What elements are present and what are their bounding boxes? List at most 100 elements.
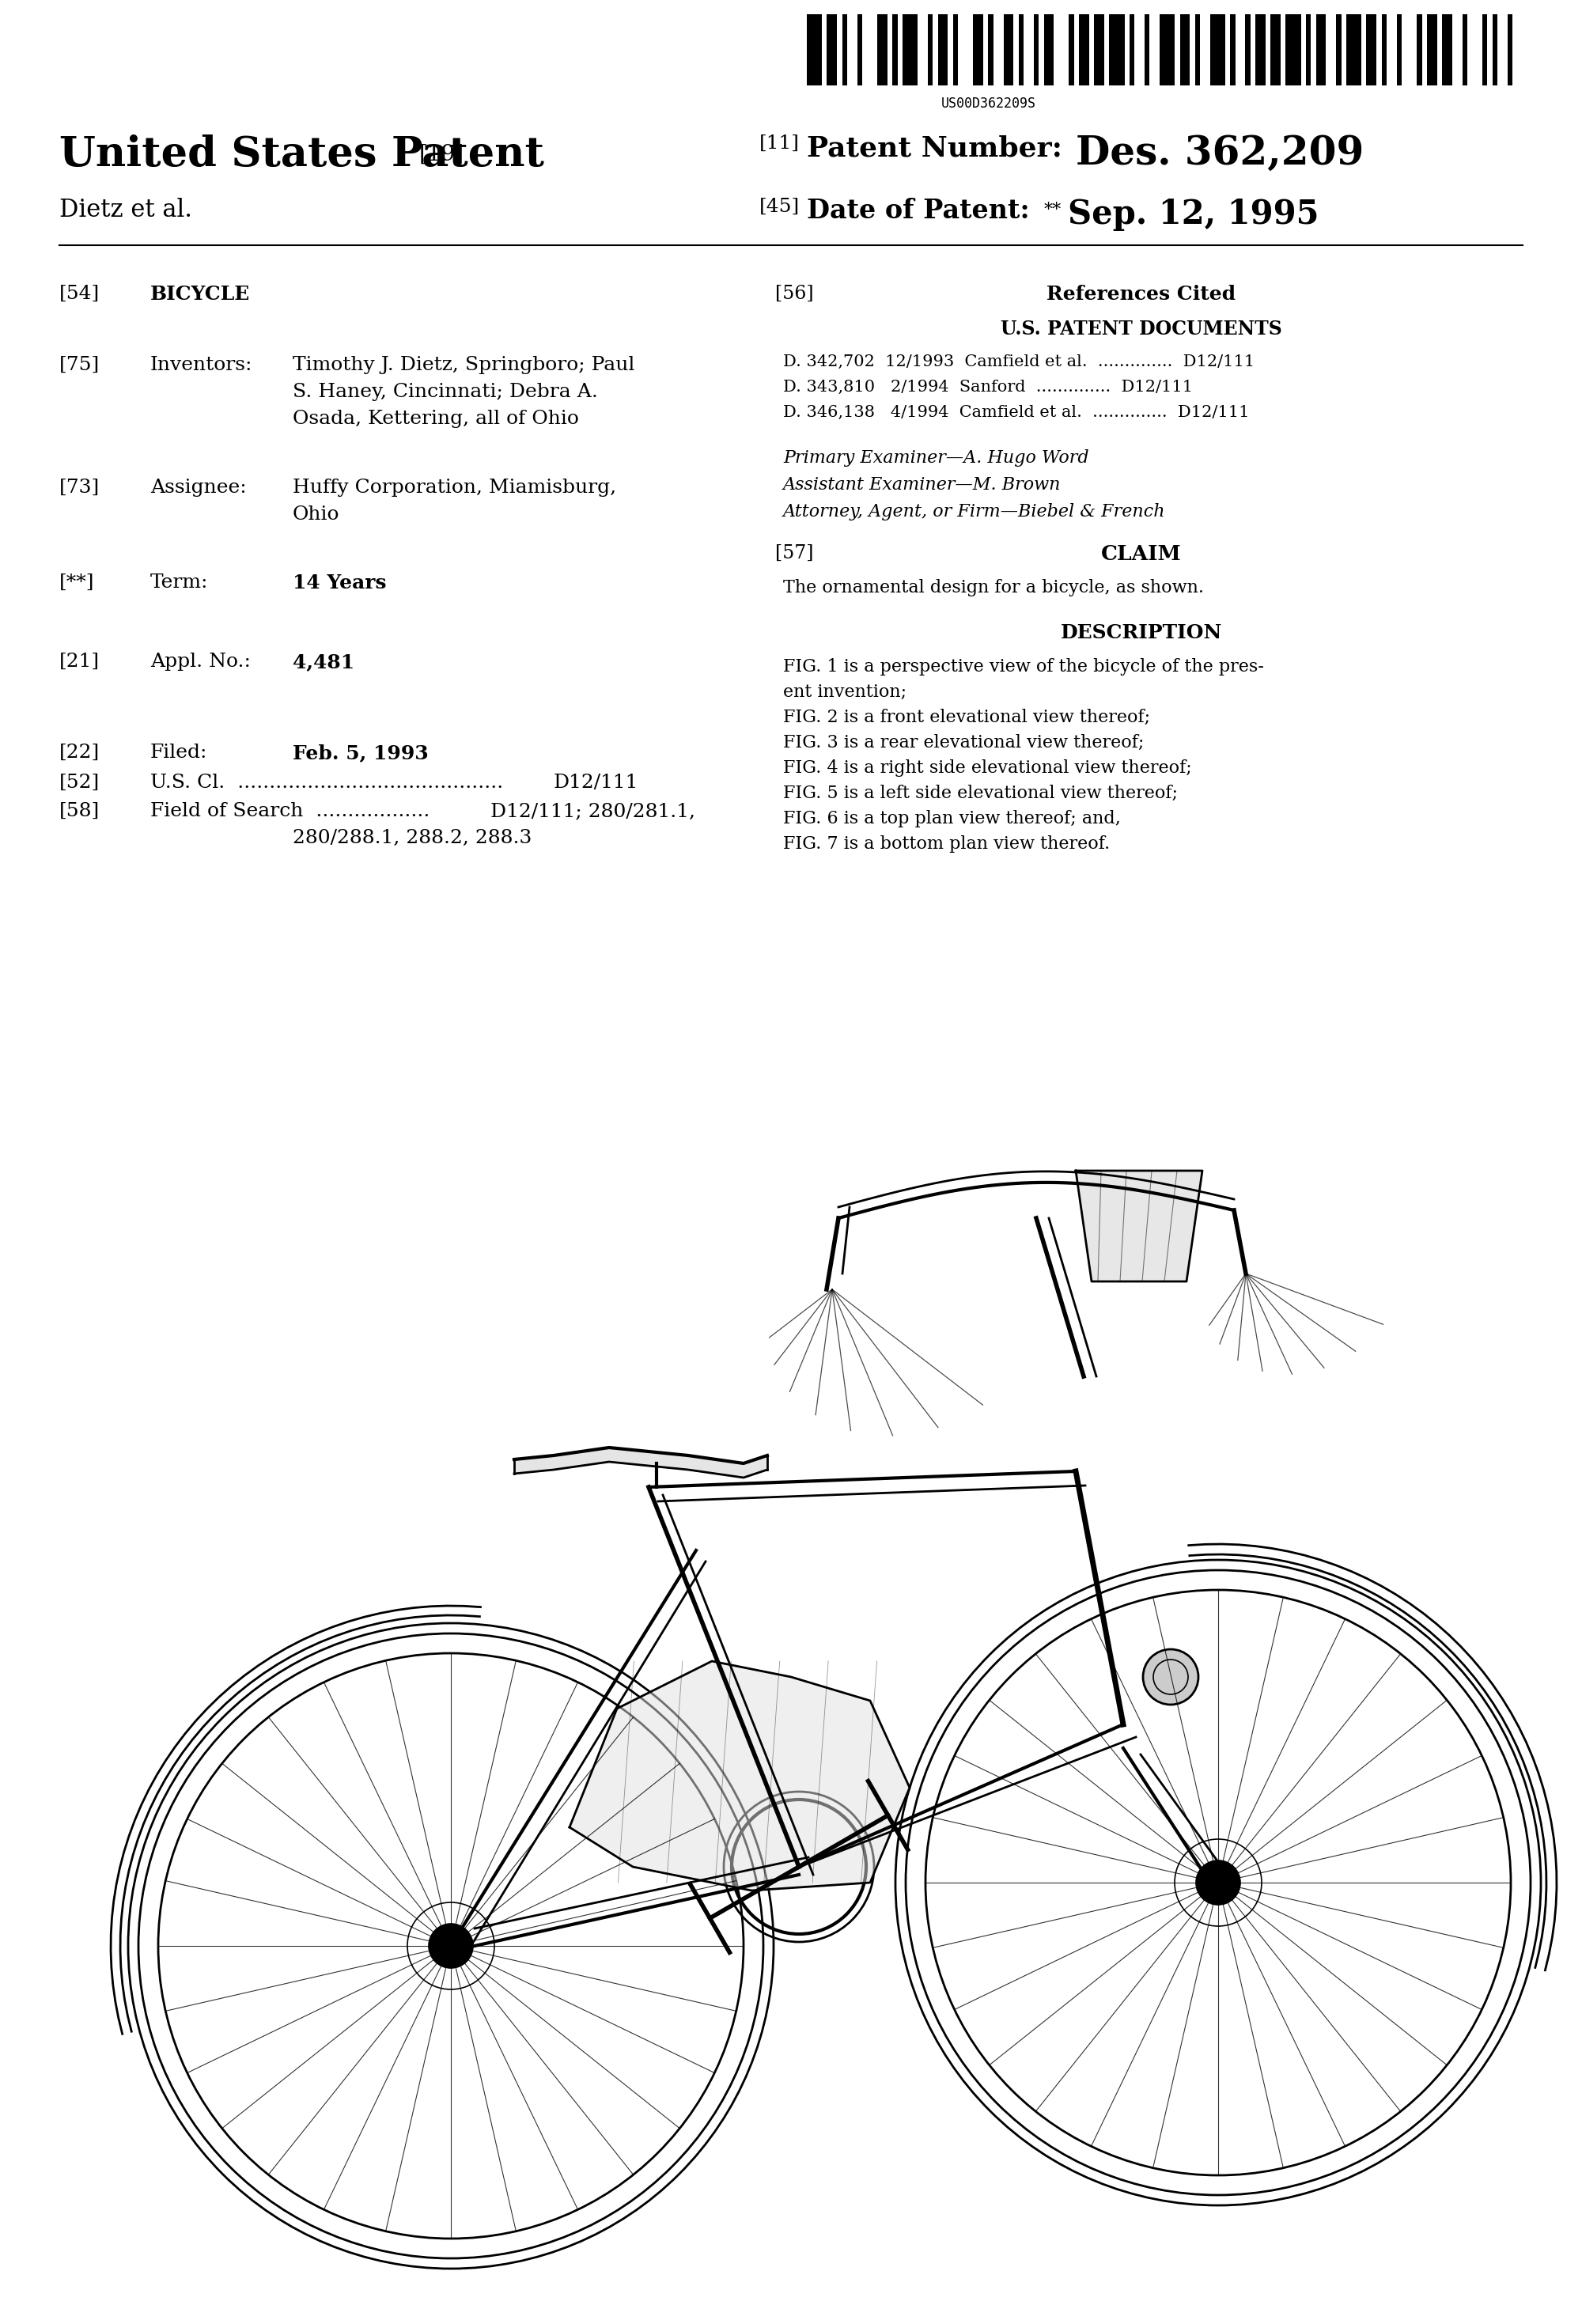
Text: Des. 362,209: Des. 362,209 — [1076, 135, 1364, 174]
Bar — [1130, 14, 1134, 86]
Text: D. 342,702  12/1993  Camfield et al.  ..............  D12/111: D. 342,702 12/1993 Camfield et al. .....… — [783, 353, 1255, 370]
Text: [56]: [56] — [775, 286, 813, 302]
Text: FIG. 2 is a front elevational view thereof;: FIG. 2 is a front elevational view there… — [783, 709, 1150, 725]
Bar — [807, 14, 823, 86]
Text: FIG. 1 is a perspective view of the bicycle of the pres-: FIG. 1 is a perspective view of the bicy… — [783, 658, 1264, 676]
Text: The ornamental design for a bicycle, as shown.: The ornamental design for a bicycle, as … — [783, 579, 1204, 597]
Bar — [1210, 14, 1224, 86]
Text: DESCRIPTION: DESCRIPTION — [1060, 623, 1221, 641]
Bar — [1508, 14, 1512, 86]
Bar — [1346, 14, 1362, 86]
Text: Filed:: Filed: — [150, 744, 207, 762]
Text: Dietz et al.: Dietz et al. — [60, 198, 193, 223]
Circle shape — [429, 1924, 473, 1968]
Text: 4,481: 4,481 — [293, 653, 354, 672]
Bar — [1482, 14, 1487, 86]
Text: BICYCLE: BICYCLE — [150, 286, 250, 304]
Text: [21]: [21] — [60, 653, 100, 672]
Bar — [842, 14, 846, 86]
Text: [54]: [54] — [60, 286, 100, 302]
Text: [57]: [57] — [775, 544, 813, 562]
Text: D12/111: D12/111 — [554, 774, 639, 792]
Text: Term:: Term: — [150, 574, 209, 593]
Text: 280/288.1, 288.2, 288.3: 280/288.1, 288.2, 288.3 — [293, 830, 532, 848]
Text: ent invention;: ent invention; — [783, 683, 906, 702]
Text: Ohio: Ohio — [293, 504, 340, 523]
Bar — [827, 14, 837, 86]
Text: References Cited: References Cited — [1046, 286, 1236, 304]
Bar — [1427, 14, 1436, 86]
Text: Date of Patent:: Date of Patent: — [807, 198, 1030, 223]
Bar — [1095, 14, 1104, 86]
Bar — [1245, 14, 1250, 86]
Text: U.S. Cl.  ..........................................: U.S. Cl. ...............................… — [150, 774, 503, 792]
Text: Appl. No.:: Appl. No.: — [150, 653, 250, 672]
Text: [52]: [52] — [60, 774, 100, 792]
Bar — [1109, 14, 1125, 86]
Text: Sep. 12, 1995: Sep. 12, 1995 — [1068, 198, 1319, 230]
Text: US00D362209S: US00D362209S — [941, 98, 1036, 112]
Text: **: ** — [1044, 202, 1062, 218]
Text: Feb. 5, 1993: Feb. 5, 1993 — [293, 744, 429, 762]
Bar — [1256, 14, 1266, 86]
Bar — [1194, 14, 1201, 86]
Bar — [1462, 14, 1467, 86]
Bar — [1316, 14, 1326, 86]
Bar — [1305, 14, 1311, 86]
Text: FIG. 7 is a bottom plan view thereof.: FIG. 7 is a bottom plan view thereof. — [783, 834, 1111, 853]
Bar — [1160, 14, 1175, 86]
Text: CLAIM: CLAIM — [1101, 544, 1182, 565]
Bar — [1079, 14, 1088, 86]
Bar — [1417, 14, 1422, 86]
Text: [19]: [19] — [419, 144, 465, 165]
Text: [11]: [11] — [759, 135, 800, 153]
Text: FIG. 3 is a rear elevational view thereof;: FIG. 3 is a rear elevational view thereo… — [783, 734, 1144, 751]
Text: [22]: [22] — [60, 744, 100, 762]
Text: FIG. 6 is a top plan view thereof; and,: FIG. 6 is a top plan view thereof; and, — [783, 811, 1120, 827]
Text: [75]: [75] — [60, 356, 100, 374]
Text: Assistant Examiner—M. Brown: Assistant Examiner—M. Brown — [783, 476, 1062, 493]
Text: Timothy J. Dietz, Springboro; Paul: Timothy J. Dietz, Springboro; Paul — [293, 356, 634, 374]
Text: FIG. 5 is a left side elevational view thereof;: FIG. 5 is a left side elevational view t… — [783, 786, 1177, 802]
Bar — [903, 14, 918, 86]
Text: D. 346,138   4/1994  Camfield et al.  ..............  D12/111: D. 346,138 4/1994 Camfield et al. ......… — [783, 404, 1250, 421]
Text: Assignee:: Assignee: — [150, 479, 247, 497]
Text: D12/111; 280/281.1,: D12/111; 280/281.1, — [490, 802, 696, 820]
Polygon shape — [570, 1662, 910, 1889]
Text: [**]: [**] — [60, 574, 95, 593]
Bar — [1337, 14, 1342, 86]
Bar — [1231, 14, 1236, 86]
Text: Field of Search  ..................: Field of Search .................. — [150, 802, 430, 820]
Text: [45]: [45] — [759, 198, 800, 216]
Bar — [1443, 14, 1452, 86]
Bar — [1145, 14, 1150, 86]
Text: 14 Years: 14 Years — [293, 574, 386, 593]
Text: United States Patent: United States Patent — [60, 135, 544, 174]
Text: D. 343,810   2/1994  Sanford  ..............  D12/111: D. 343,810 2/1994 Sanford ..............… — [783, 379, 1193, 395]
Bar — [1286, 14, 1300, 86]
Bar — [1019, 14, 1024, 86]
Bar — [989, 14, 993, 86]
Bar — [952, 14, 959, 86]
Bar — [927, 14, 933, 86]
Bar — [1270, 14, 1281, 86]
Bar — [1003, 14, 1014, 86]
Circle shape — [1196, 1862, 1240, 1906]
Bar — [892, 14, 897, 86]
Circle shape — [1142, 1650, 1199, 1703]
Text: S. Haney, Cincinnati; Debra A.: S. Haney, Cincinnati; Debra A. — [293, 383, 598, 402]
Text: FIG. 4 is a right side elevational view thereof;: FIG. 4 is a right side elevational view … — [783, 760, 1191, 776]
Text: Osada, Kettering, all of Ohio: Osada, Kettering, all of Ohio — [293, 409, 579, 428]
Text: [58]: [58] — [60, 802, 100, 820]
Bar — [1044, 14, 1054, 86]
Bar — [1180, 14, 1190, 86]
Text: [73]: [73] — [60, 479, 100, 497]
Text: Huffy Corporation, Miamisburg,: Huffy Corporation, Miamisburg, — [293, 479, 617, 497]
Bar — [1033, 14, 1039, 86]
Bar — [973, 14, 984, 86]
Bar — [878, 14, 888, 86]
Bar — [1397, 14, 1402, 86]
Bar — [938, 14, 948, 86]
Bar — [1381, 14, 1386, 86]
Text: Inventors:: Inventors: — [150, 356, 253, 374]
